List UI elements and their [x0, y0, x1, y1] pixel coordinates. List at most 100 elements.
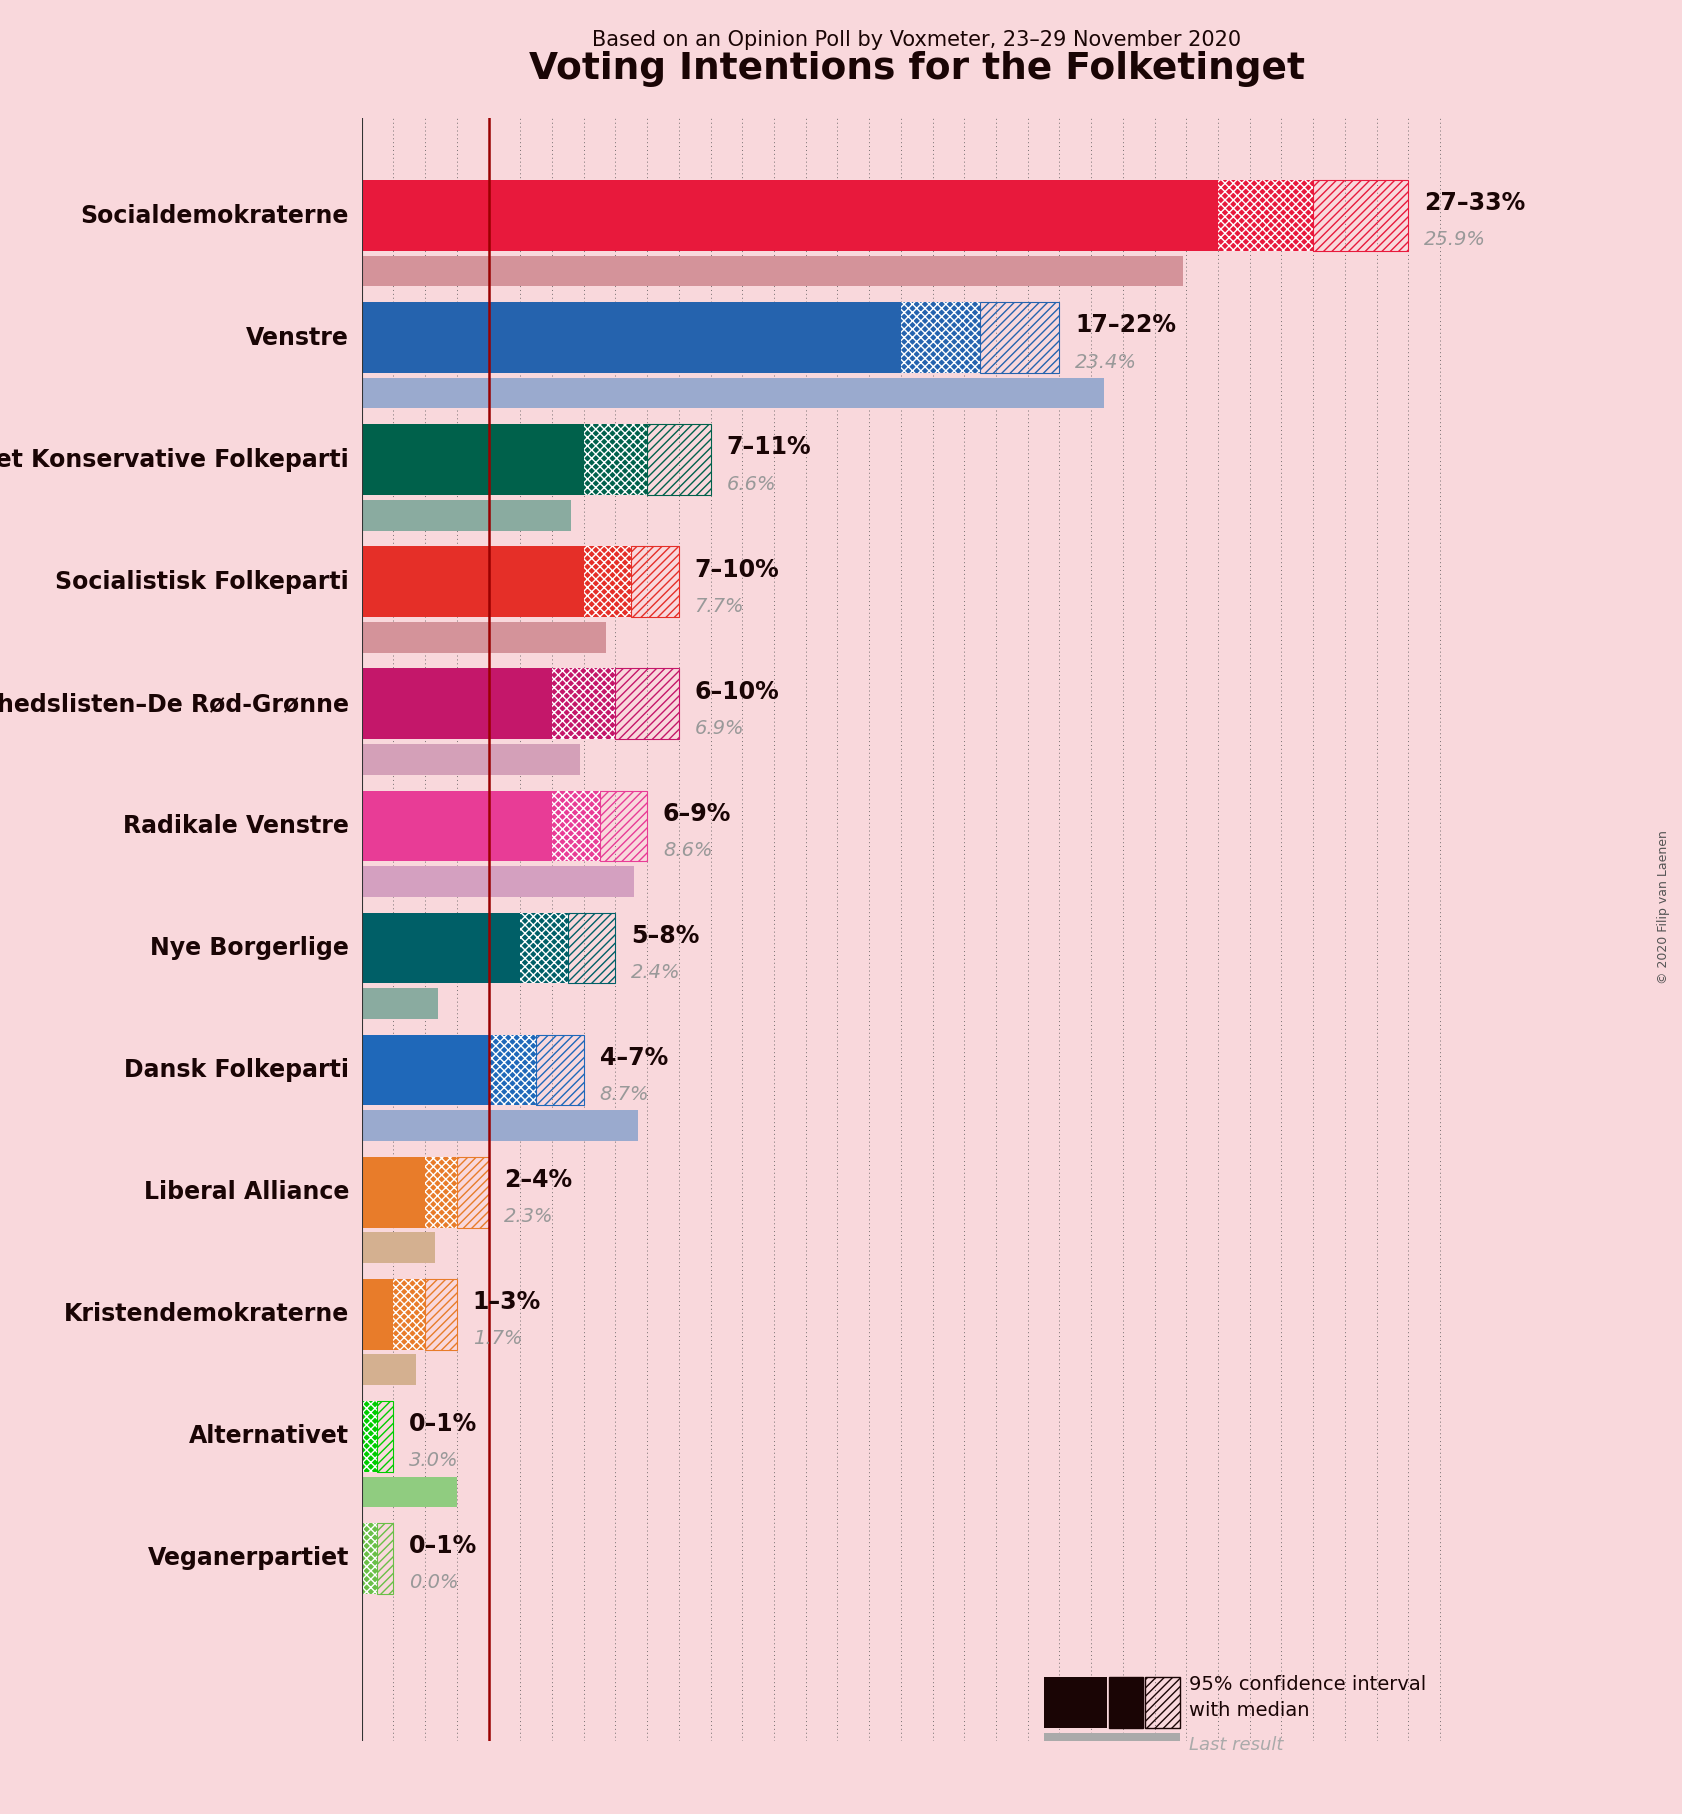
- Bar: [394, 1279, 426, 1350]
- Text: 3.0%: 3.0%: [409, 1451, 459, 1469]
- Text: 7.7%: 7.7%: [695, 597, 743, 615]
- Text: 1.7%: 1.7%: [473, 1330, 521, 1348]
- Bar: [552, 791, 599, 862]
- Text: Det Konservative Folkeparti: Det Konservative Folkeparti: [0, 448, 348, 472]
- Bar: [1145, 1676, 1181, 1729]
- Bar: [362, 377, 1103, 408]
- Bar: [520, 912, 569, 983]
- Text: Alternativet: Alternativet: [188, 1424, 348, 1448]
- Bar: [362, 1034, 488, 1105]
- Bar: [362, 1477, 458, 1507]
- Bar: [1314, 180, 1408, 250]
- Bar: [616, 668, 680, 740]
- Text: 2–4%: 2–4%: [505, 1168, 572, 1192]
- Text: Based on an Opinion Poll by Voxmeter, 23–29 November 2020: Based on an Opinion Poll by Voxmeter, 23…: [592, 29, 1241, 49]
- Text: Enhedslisten–De Rød-Grønne: Enhedslisten–De Rød-Grønne: [0, 691, 348, 717]
- Bar: [426, 1157, 458, 1228]
- Bar: [584, 546, 631, 617]
- Bar: [569, 912, 616, 983]
- Bar: [1218, 180, 1314, 250]
- Bar: [362, 303, 902, 374]
- Bar: [1108, 1676, 1144, 1729]
- Bar: [902, 303, 981, 374]
- Text: Veganerpartiet: Veganerpartiet: [148, 1546, 348, 1571]
- Text: Kristendemokraterne: Kristendemokraterne: [64, 1302, 348, 1326]
- Text: Venstre: Venstre: [246, 327, 348, 350]
- Bar: [362, 180, 1218, 250]
- Text: 8.7%: 8.7%: [599, 1085, 649, 1105]
- Bar: [537, 1034, 584, 1105]
- Bar: [426, 1279, 458, 1350]
- Text: 95% confidence interval
with median: 95% confidence interval with median: [1189, 1674, 1426, 1720]
- Text: Socialdemokraterne: Socialdemokraterne: [81, 203, 348, 227]
- Bar: [362, 989, 437, 1019]
- Bar: [599, 791, 648, 862]
- Text: 17–22%: 17–22%: [1075, 314, 1176, 337]
- Bar: [648, 424, 710, 495]
- Bar: [362, 501, 570, 530]
- Text: Nye Borgerlige: Nye Borgerlige: [150, 936, 348, 960]
- Bar: [362, 867, 634, 896]
- Bar: [362, 1232, 434, 1263]
- Text: Last result: Last result: [1189, 1736, 1283, 1754]
- Bar: [362, 1524, 377, 1595]
- Bar: [362, 1279, 394, 1350]
- Bar: [1043, 1732, 1181, 1758]
- Bar: [584, 424, 648, 495]
- Text: 6–10%: 6–10%: [695, 680, 779, 704]
- Bar: [584, 424, 648, 495]
- Bar: [552, 668, 616, 740]
- Text: 6.6%: 6.6%: [727, 475, 775, 493]
- Bar: [362, 256, 1182, 287]
- Text: Socialistisk Folkeparti: Socialistisk Folkeparti: [56, 570, 348, 593]
- Bar: [902, 303, 981, 374]
- Bar: [1218, 180, 1314, 250]
- Text: © 2020 Filip van Laenen: © 2020 Filip van Laenen: [1657, 831, 1670, 983]
- Bar: [362, 424, 584, 495]
- Bar: [552, 668, 616, 740]
- Bar: [362, 791, 552, 862]
- Bar: [377, 1400, 394, 1471]
- Bar: [426, 1157, 458, 1228]
- Text: 0–1%: 0–1%: [409, 1535, 478, 1558]
- Bar: [631, 546, 680, 617]
- Bar: [584, 546, 631, 617]
- Text: Dansk Folkeparti: Dansk Folkeparti: [124, 1058, 348, 1083]
- Bar: [520, 912, 569, 983]
- Text: 2.4%: 2.4%: [631, 963, 681, 981]
- Text: 6–9%: 6–9%: [663, 802, 732, 825]
- Bar: [362, 912, 520, 983]
- Bar: [488, 1034, 537, 1105]
- Text: 27–33%: 27–33%: [1425, 190, 1526, 216]
- Bar: [362, 1355, 415, 1386]
- Bar: [362, 1110, 637, 1141]
- Text: Radikale Venstre: Radikale Venstre: [123, 814, 348, 838]
- Bar: [362, 622, 606, 653]
- Text: 5–8%: 5–8%: [631, 923, 700, 947]
- Text: 23.4%: 23.4%: [1075, 352, 1137, 372]
- Text: 0–1%: 0–1%: [409, 1411, 478, 1437]
- Text: 7–11%: 7–11%: [727, 435, 811, 459]
- Bar: [981, 303, 1060, 374]
- Text: 0.0%: 0.0%: [409, 1573, 459, 1593]
- Title: Voting Intentions for the Folketinget: Voting Intentions for the Folketinget: [528, 51, 1305, 87]
- Bar: [458, 1157, 488, 1228]
- Bar: [552, 791, 599, 862]
- Bar: [377, 1524, 394, 1595]
- Bar: [362, 546, 584, 617]
- Text: Liberal Alliance: Liberal Alliance: [143, 1181, 348, 1204]
- Bar: [362, 1157, 426, 1228]
- Text: 4–7%: 4–7%: [599, 1047, 668, 1070]
- Bar: [362, 744, 580, 775]
- Text: 7–10%: 7–10%: [695, 557, 779, 582]
- Text: 1–3%: 1–3%: [473, 1290, 542, 1313]
- Bar: [488, 1034, 537, 1105]
- Text: 6.9%: 6.9%: [695, 718, 743, 738]
- Bar: [362, 1524, 377, 1595]
- Bar: [1043, 1676, 1107, 1729]
- Bar: [362, 1400, 377, 1471]
- Bar: [362, 1400, 377, 1471]
- Text: 2.3%: 2.3%: [505, 1206, 553, 1226]
- Text: 8.6%: 8.6%: [663, 842, 713, 860]
- Text: 25.9%: 25.9%: [1425, 230, 1487, 250]
